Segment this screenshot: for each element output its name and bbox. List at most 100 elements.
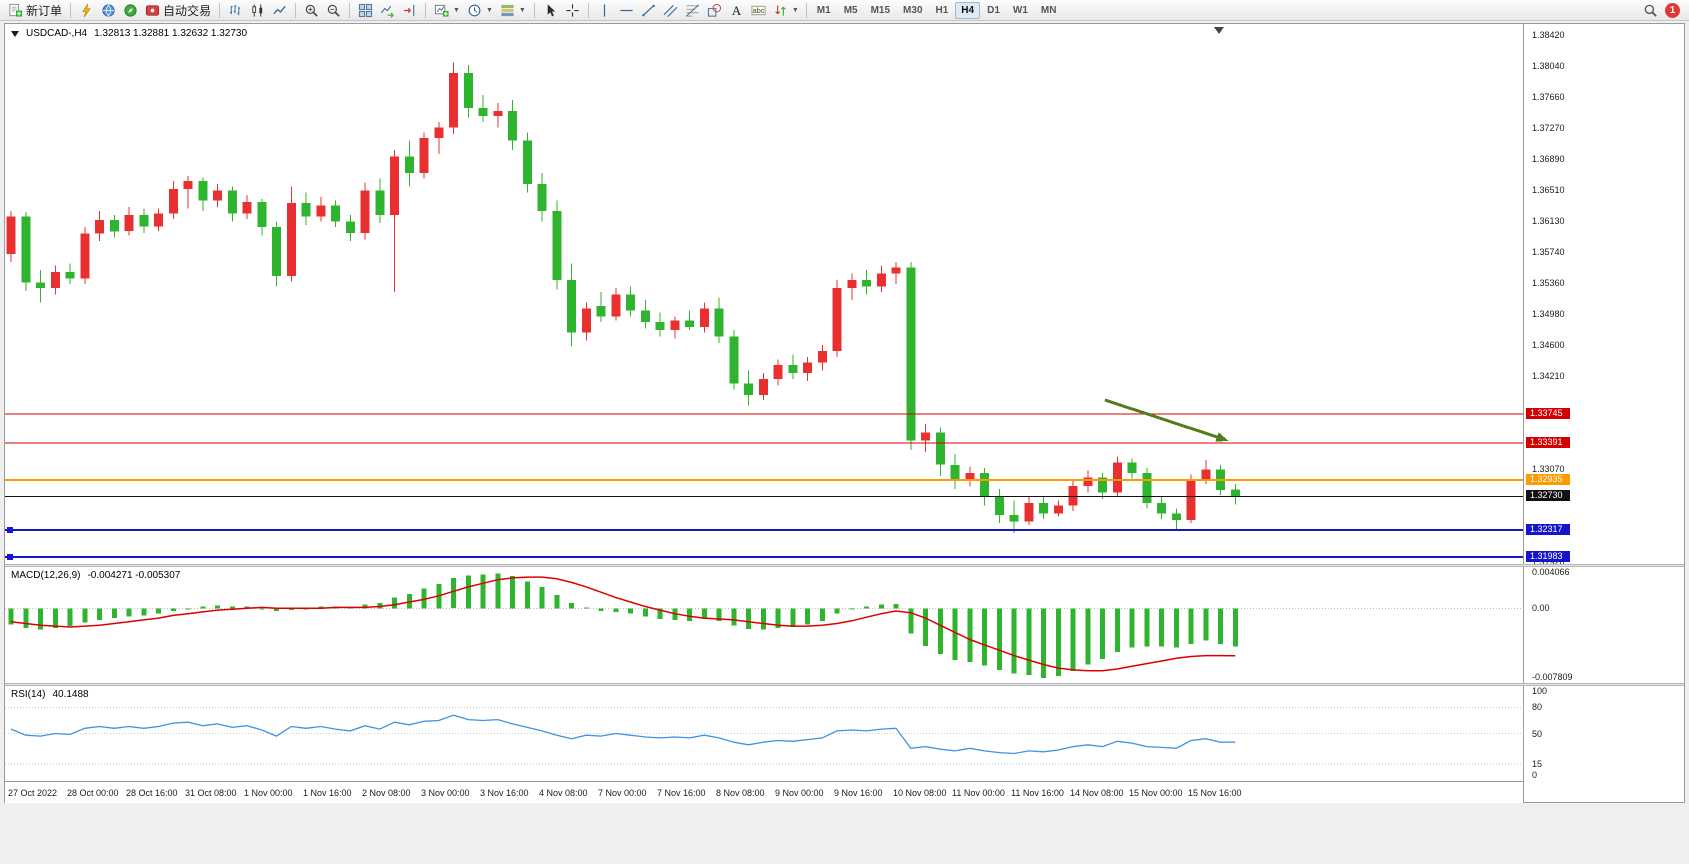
text-label-tool-button[interactable]: abc	[748, 1, 769, 20]
price-axis[interactable]: 1.38420 1.38040 1.37660 1.37270 1.36890 1.365…	[1525, 24, 1684, 567]
timeframe-h4-button[interactable]: H4	[955, 1, 981, 19]
new-chart-button[interactable]: ▼	[431, 1, 463, 20]
time-axis[interactable]: 27 Oct 2022 28 Oct 00:00 28 Oct 16:00 31 Oc…	[5, 781, 1523, 803]
toolbar-separator	[295, 2, 297, 18]
price-tag: 1.32730	[1526, 490, 1570, 502]
metaeditor-button[interactable]	[76, 1, 97, 20]
search-button[interactable]	[1640, 1, 1661, 20]
market-watch-button[interactable]	[98, 1, 119, 20]
new-chart-icon	[434, 3, 449, 18]
clock-icon	[467, 3, 482, 18]
macd-axis: 0.004066 0.00 -0.007809	[1525, 567, 1684, 683]
price-tag: 1.33391	[1526, 436, 1570, 448]
price-tick: 1.34980	[1532, 308, 1565, 319]
chart-corner-label: USDCAD-,H4 1.32813 1.32881 1.32632 1.327…	[11, 28, 247, 39]
rsi-axis: 100 80 50 15 0	[1525, 686, 1684, 781]
notification-badge[interactable]: 1	[1665, 2, 1680, 18]
line-chart-mode-button[interactable]	[269, 1, 290, 20]
chart-ohlc-quote: 1.32813 1.32881 1.32632 1.32730	[94, 28, 248, 39]
timeframe-m30-button[interactable]: M30	[903, 4, 923, 16]
time-tick: 4 Nov 08:00	[539, 788, 588, 798]
time-tick: 15 Nov 00:00	[1129, 788, 1183, 798]
chart-shift-icon	[402, 3, 417, 18]
autotrading-button[interactable]: 自动交易	[142, 1, 214, 20]
fibonacci-tool-button[interactable]	[682, 1, 703, 20]
macd-histogram[interactable]	[5, 567, 1523, 683]
label-icon: abc	[751, 3, 766, 18]
shapes-tool-button[interactable]	[704, 1, 725, 20]
panel-divider-macd[interactable]	[5, 564, 1684, 567]
horizontal-line-tool-button[interactable]	[616, 1, 637, 20]
channel-icon	[663, 3, 678, 18]
price-tick: 1.38420	[1532, 30, 1565, 41]
navigator-icon	[123, 3, 138, 18]
templates-button[interactable]: ▼	[497, 1, 529, 20]
navigator-button[interactable]	[120, 1, 141, 20]
chart-shift-button[interactable]	[399, 1, 420, 20]
timeframe-m15-button[interactable]: M15	[870, 4, 891, 16]
time-tick: 3 Nov 16:00	[480, 788, 529, 798]
price-tick: 1.36890	[1532, 154, 1565, 165]
chevron-down-icon: ▼	[791, 6, 799, 14]
one-click-trading-icon[interactable]	[11, 30, 19, 37]
vertical-line-tool-button[interactable]	[594, 1, 615, 20]
zoom-in-button[interactable]	[301, 1, 322, 20]
toolbar-separator	[533, 2, 535, 18]
time-tick: 7 Nov 16:00	[657, 788, 706, 798]
chevron-down-icon: ▼	[453, 6, 460, 14]
cursor-icon	[543, 3, 558, 18]
text-tool-button[interactable]: A	[726, 1, 747, 20]
template-icon	[500, 3, 515, 18]
toolbar-separator	[70, 2, 72, 18]
bar-chart-mode-button[interactable]	[225, 1, 246, 20]
arrow-tools-button[interactable]: ▼	[770, 1, 802, 20]
zoom-in-icon	[304, 3, 319, 18]
periods-button[interactable]: ▼	[464, 1, 496, 20]
cursor-tool-button[interactable]	[540, 1, 561, 20]
rsi-scale-label: 80	[1532, 702, 1543, 713]
zoom-out-button[interactable]	[323, 1, 344, 20]
search-icon	[1643, 3, 1658, 18]
rsi-scale-label: 0	[1532, 770, 1538, 780]
time-tick: 10 Nov 08:00	[893, 788, 947, 798]
candlestick-chart[interactable]	[5, 24, 1523, 564]
candlestick-mode-button[interactable]	[247, 1, 268, 20]
time-tick: 14 Nov 08:00	[1070, 788, 1124, 798]
channel-tool-button[interactable]	[660, 1, 681, 20]
trendline-icon	[641, 3, 656, 18]
timeframe-w1-button[interactable]: W1	[1012, 4, 1028, 16]
timeframe-d1-button[interactable]: D1	[987, 4, 1000, 16]
price-chart-panel[interactable]: USDCAD-,H4 1.32813 1.32881 1.32632 1.327…	[5, 24, 1523, 564]
crosshair-tool-button[interactable]	[562, 1, 583, 20]
time-tick: 7 Nov 00:00	[598, 788, 647, 798]
trendline-tool-button[interactable]	[638, 1, 659, 20]
timeframe-mn-button[interactable]: MN	[1040, 4, 1057, 16]
rsi-scale-label: 100	[1532, 686, 1548, 696]
macd-panel[interactable]: MACD(12,26,9) -0.004271 -0.005307	[5, 567, 1523, 683]
candles-icon	[250, 3, 265, 18]
time-tick: 28 Oct 00:00	[67, 788, 119, 798]
panel-divider-rsi[interactable]	[5, 683, 1684, 686]
new-order-button[interactable]: 新订单	[5, 1, 65, 20]
svg-text:A: A	[732, 3, 742, 18]
autotrading-icon	[145, 3, 160, 18]
arrows-icon	[773, 3, 788, 18]
autotrading-label: 自动交易	[163, 3, 212, 18]
time-tick: 31 Oct 08:00	[185, 788, 237, 798]
hline-icon	[619, 3, 634, 18]
fibo-icon	[685, 3, 700, 18]
macd-values: -0.004271 -0.005307	[87, 570, 181, 581]
toolbar-separator	[219, 2, 221, 18]
timeframe-h1-button[interactable]: H1	[935, 4, 949, 16]
tile-windows-button[interactable]	[355, 1, 376, 20]
timeframe-m5-button[interactable]: M5	[843, 4, 858, 16]
chevron-down-icon: ▼	[485, 6, 493, 14]
rsi-panel[interactable]: RSI(14) 40.1488	[5, 686, 1523, 781]
rsi-line-chart[interactable]	[5, 686, 1523, 781]
auto-scroll-button[interactable]	[377, 1, 398, 20]
price-tag: 1.33745	[1526, 408, 1570, 420]
timeframe-m1-button[interactable]: M1	[816, 4, 831, 16]
time-tick: 9 Nov 16:00	[834, 788, 883, 798]
